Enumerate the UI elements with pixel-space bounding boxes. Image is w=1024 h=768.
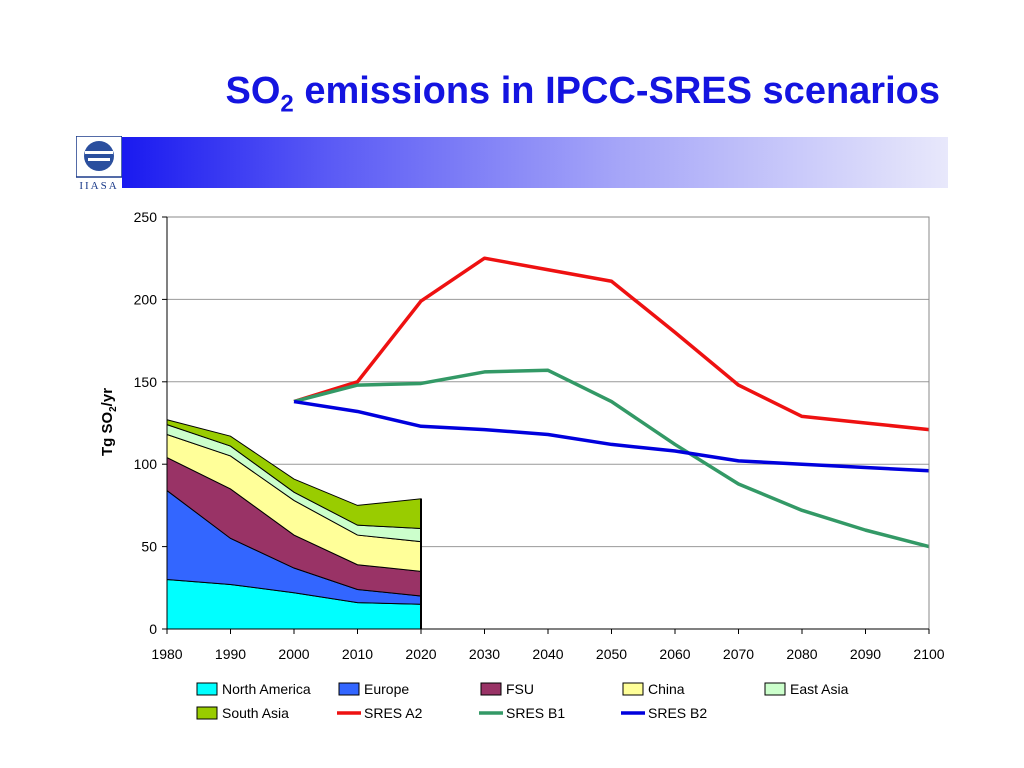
legend-label-europe: Europe (364, 681, 409, 697)
x-tick-label: 2080 (786, 646, 817, 662)
legend-label-east-asia: East Asia (790, 681, 849, 697)
y-axis-label: Tg SO2/yr (99, 388, 119, 456)
x-tick-label: 2100 (913, 646, 944, 662)
legend-swatch-europe (338, 682, 360, 696)
legend-swatch-fsu (480, 682, 502, 696)
scenario-lines (293, 256, 930, 549)
y-tick-label: 150 (134, 374, 158, 390)
x-tick-label: 2010 (342, 646, 373, 662)
legend-swatch-china (622, 682, 644, 696)
gradient-banner (122, 137, 948, 188)
x-tick-label: 2030 (469, 646, 500, 662)
y-tick-label: 250 (134, 209, 158, 225)
y-tick-label: 50 (141, 539, 157, 555)
x-tick-label: 2020 (405, 646, 436, 662)
legend-label-china: China (648, 681, 685, 697)
y-tick-label: 100 (134, 456, 158, 472)
x-tick-label: 2070 (723, 646, 754, 662)
iiasa-logo: IIASA (76, 136, 122, 192)
legend-label-sres-b2: SRES B2 (648, 705, 707, 721)
chart-axes: 0 50 100 150 200 250 1980 1990 2000 2010 2020 2030 2… (134, 209, 945, 662)
legend-label-sres-a2: SRES A2 (364, 705, 423, 721)
x-tick-label: 1980 (151, 646, 182, 662)
legend-label-north-america: North America (222, 681, 311, 697)
legend-swatch-east-asia (764, 682, 786, 696)
legend-label-sres-b1: SRES B1 (506, 705, 565, 721)
x-tick-label: 1990 (215, 646, 246, 662)
legend-label-south-asia: South Asia (222, 705, 289, 721)
x-tick-label: 2000 (278, 646, 309, 662)
line-sres-b2 (293, 399, 930, 473)
line-sres-a2 (293, 256, 930, 432)
legend-label-fsu: FSU (506, 681, 534, 697)
x-tick-label: 2040 (532, 646, 563, 662)
slide-title: SO2 emissions in IPCC-SRES scenarios (225, 70, 941, 118)
chart-legend: North America Europe FSU China East Asia Sout… (196, 681, 849, 721)
x-tick-label: 2090 (850, 646, 881, 662)
y-tick-label: 0 (149, 621, 157, 637)
logo-text: IIASA (79, 180, 118, 192)
y-tick-label: 200 (134, 291, 158, 307)
legend-swatch-north-america (196, 682, 218, 696)
stacked-areas (166, 419, 422, 630)
line-sres-b1 (293, 368, 930, 549)
legend-swatch-south-asia (196, 706, 218, 720)
x-tick-label: 2060 (659, 646, 690, 662)
x-tick-label: 2050 (596, 646, 627, 662)
